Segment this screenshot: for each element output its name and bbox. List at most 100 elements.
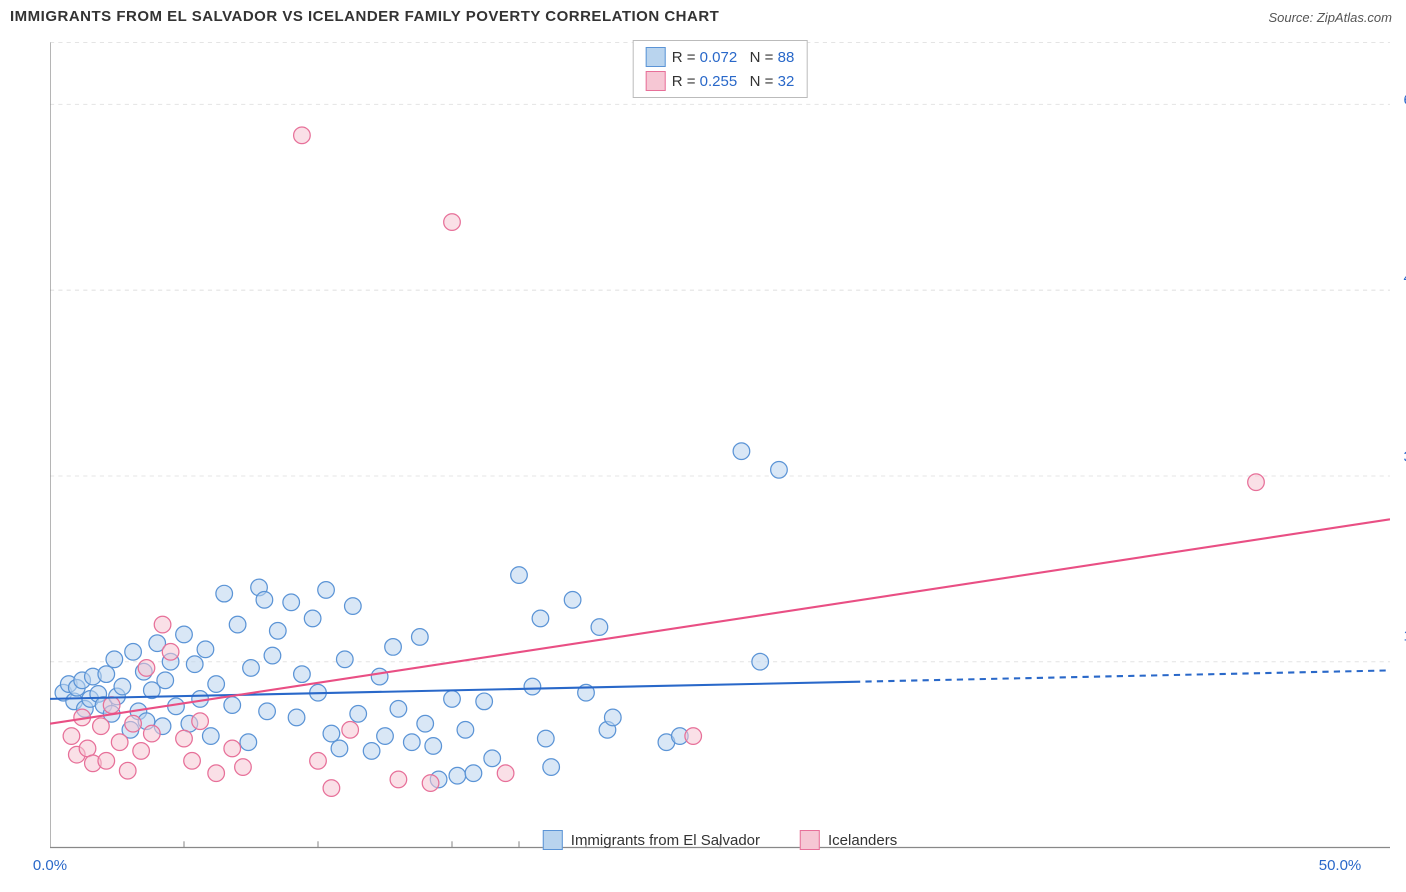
data-point — [417, 715, 434, 732]
data-point — [444, 691, 461, 708]
data-point — [476, 693, 493, 710]
data-point — [294, 127, 311, 144]
data-point — [336, 651, 353, 668]
data-point — [256, 592, 273, 609]
legend-label: Immigrants from El Salvador — [571, 832, 760, 849]
data-point — [133, 743, 150, 760]
data-point — [93, 718, 110, 735]
data-point — [1248, 474, 1265, 491]
data-point — [323, 725, 340, 742]
x-tick-label: 50.0% — [1319, 857, 1362, 874]
data-point — [331, 740, 348, 757]
data-point — [771, 461, 788, 478]
data-point — [114, 678, 131, 695]
data-point — [98, 666, 115, 683]
legend-stat-row: R = 0.255 N = 32 — [646, 71, 795, 91]
data-point — [208, 765, 225, 782]
data-point — [318, 582, 335, 599]
data-point — [390, 700, 407, 717]
data-point — [385, 639, 402, 656]
data-point — [154, 616, 171, 633]
data-point — [176, 730, 193, 747]
data-point — [186, 656, 203, 673]
x-tick-label: 0.0% — [33, 857, 67, 874]
data-point — [235, 759, 252, 776]
data-point — [345, 598, 362, 615]
data-point — [532, 610, 549, 627]
chart-container: Family Poverty ZIPatlas R = 0.072 N = 88… — [50, 40, 1390, 850]
data-point — [484, 750, 501, 767]
data-point — [425, 738, 442, 755]
data-point — [79, 740, 96, 757]
data-point — [457, 722, 474, 739]
data-point — [604, 709, 621, 726]
data-point — [403, 734, 420, 751]
data-point — [202, 728, 219, 745]
data-point — [229, 616, 246, 633]
data-point — [294, 666, 311, 683]
legend-series: Immigrants from El Salvador Icelanders — [543, 830, 897, 850]
chart-title: IMMIGRANTS FROM EL SALVADOR VS ICELANDER… — [10, 8, 719, 25]
data-point — [342, 722, 359, 739]
data-point — [283, 594, 300, 611]
data-point — [157, 672, 174, 689]
data-point — [685, 728, 702, 745]
data-point — [63, 728, 80, 745]
data-point — [98, 753, 115, 770]
data-point — [363, 743, 380, 760]
data-point — [390, 771, 407, 788]
data-point — [444, 214, 461, 231]
data-point — [106, 651, 123, 668]
data-point — [119, 762, 136, 779]
data-point — [243, 660, 260, 677]
data-point — [733, 443, 750, 460]
source-attribution: Source: ZipAtlas.com — [1268, 10, 1392, 25]
data-point — [591, 619, 608, 636]
legend-swatch — [800, 830, 820, 850]
data-point — [537, 730, 554, 747]
data-point — [138, 660, 155, 677]
data-point — [208, 676, 225, 693]
data-point — [269, 622, 286, 639]
data-point — [465, 765, 482, 782]
legend-swatch — [646, 71, 666, 91]
data-point — [412, 629, 429, 646]
data-point — [224, 740, 241, 757]
data-point — [323, 780, 340, 797]
data-point — [304, 610, 321, 627]
legend-swatch — [646, 47, 666, 67]
data-point — [371, 668, 388, 685]
data-point — [184, 753, 201, 770]
legend-stats-box: R = 0.072 N = 88 R = 0.255 N = 32 — [633, 40, 808, 98]
data-point — [288, 709, 305, 726]
data-point — [176, 626, 193, 643]
data-point — [449, 767, 466, 784]
legend-item: Icelanders — [800, 830, 897, 850]
data-point — [524, 678, 541, 695]
data-point — [264, 647, 281, 664]
legend-label: Icelanders — [828, 832, 897, 849]
data-point — [259, 703, 276, 720]
data-point — [350, 705, 367, 722]
data-point — [111, 734, 128, 751]
data-point — [224, 697, 241, 714]
data-point — [511, 567, 528, 584]
data-point — [216, 585, 233, 602]
legend-stat-row: R = 0.072 N = 88 — [646, 47, 795, 67]
data-point — [497, 765, 514, 782]
scatter-plot — [50, 40, 1390, 850]
data-point — [144, 725, 161, 742]
data-point — [564, 592, 581, 609]
data-point — [103, 697, 120, 714]
data-point — [422, 775, 439, 792]
data-point — [240, 734, 257, 751]
data-point — [543, 759, 560, 776]
legend-item: Immigrants from El Salvador — [543, 830, 760, 850]
data-point — [162, 644, 179, 661]
data-point — [197, 641, 214, 658]
data-point — [752, 653, 769, 670]
data-point — [125, 715, 142, 732]
data-point — [192, 713, 209, 730]
data-point — [125, 644, 142, 661]
data-point — [310, 753, 327, 770]
